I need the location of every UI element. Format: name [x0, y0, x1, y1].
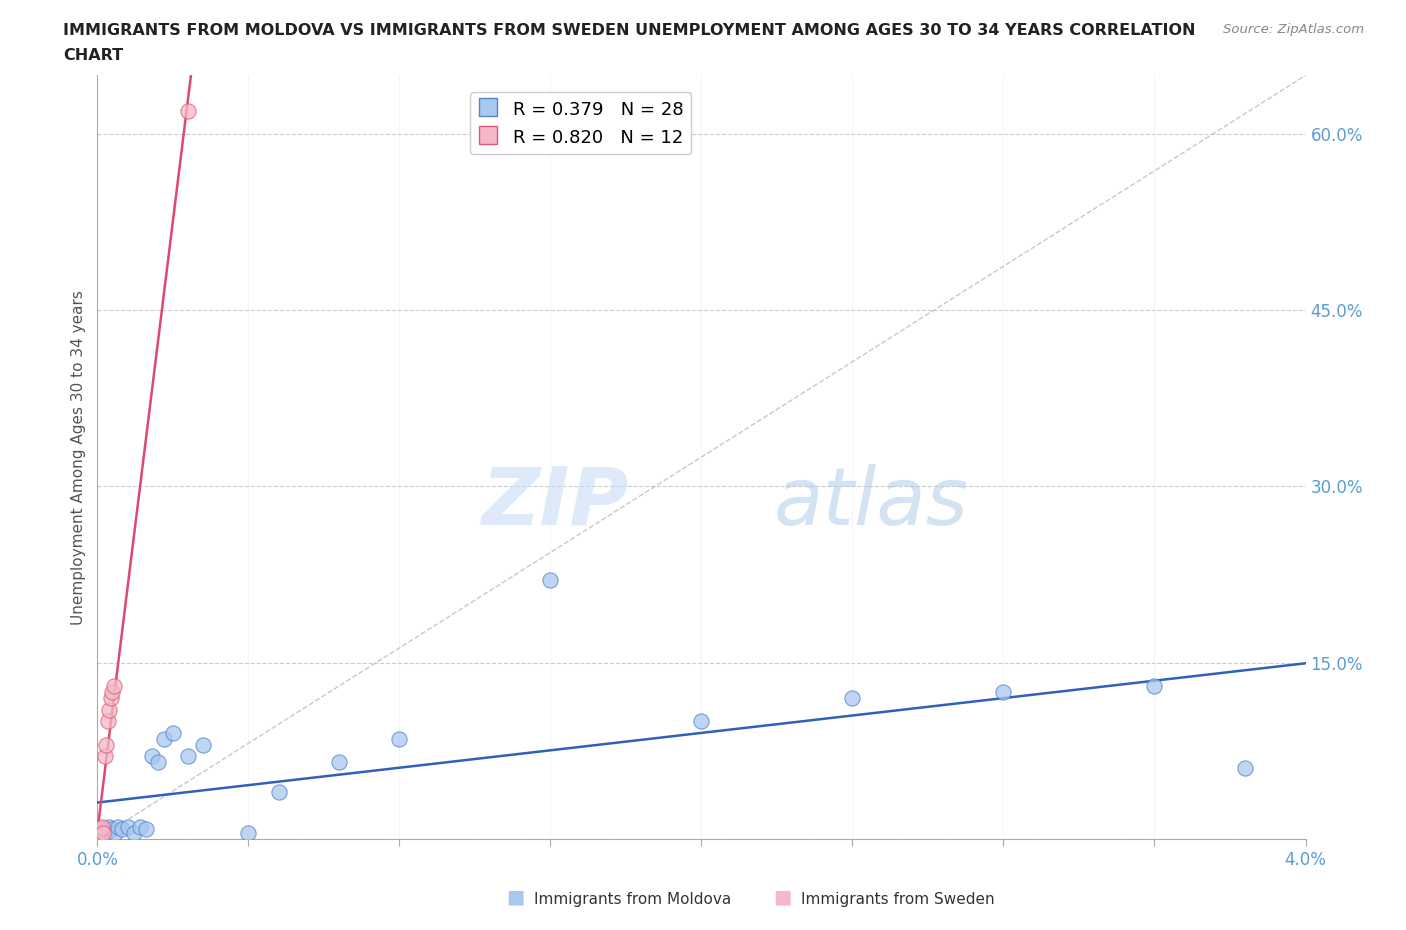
- Point: [97, 714, 120, 729]
- Text: Immigrants from Moldova: Immigrants from Moldova: [534, 892, 731, 907]
- Point: [117, 819, 139, 834]
- Point: [87, 826, 110, 841]
- Point: [122, 826, 145, 841]
- Point: [162, 725, 184, 740]
- Point: [90, 819, 112, 834]
- Point: [141, 749, 163, 764]
- Point: [107, 819, 129, 834]
- Y-axis label: Unemployment Among Ages 30 to 34 years: Unemployment Among Ages 30 to 34 years: [72, 289, 86, 625]
- Point: [103, 679, 125, 694]
- Point: [191, 737, 214, 752]
- Text: ZIP: ZIP: [482, 464, 628, 542]
- Point: [110, 822, 132, 837]
- Text: Immigrants from Sweden: Immigrants from Sweden: [801, 892, 995, 907]
- Point: [153, 732, 176, 747]
- Point: [238, 826, 260, 841]
- Text: IMMIGRANTS FROM MOLDOVA VS IMMIGRANTS FROM SWEDEN UNEMPLOYMENT AMONG AGES 30 TO : IMMIGRANTS FROM MOLDOVA VS IMMIGRANTS FR…: [63, 23, 1195, 38]
- Point: [538, 573, 561, 588]
- Point: [993, 684, 1015, 699]
- Legend: R = 0.379   N = 28, R = 0.820   N = 12: R = 0.379 N = 28, R = 0.820 N = 12: [470, 92, 692, 154]
- Point: [146, 755, 169, 770]
- Point: [177, 749, 200, 764]
- Point: [128, 819, 150, 834]
- Point: [104, 826, 127, 841]
- Point: [98, 819, 121, 834]
- Point: [101, 684, 124, 699]
- Point: [1143, 679, 1166, 694]
- Text: ■: ■: [773, 888, 792, 907]
- Point: [135, 822, 157, 837]
- Point: [96, 737, 118, 752]
- Point: [690, 714, 713, 729]
- Point: [94, 749, 117, 764]
- Point: [328, 755, 350, 770]
- Text: Source: ZipAtlas.com: Source: ZipAtlas.com: [1223, 23, 1364, 36]
- Point: [100, 690, 122, 705]
- Point: [96, 826, 118, 841]
- Point: [1234, 761, 1257, 776]
- Text: ■: ■: [506, 888, 524, 907]
- Point: [101, 822, 124, 837]
- Point: [177, 103, 200, 118]
- Point: [267, 784, 290, 799]
- Point: [98, 702, 121, 717]
- Point: [93, 822, 115, 837]
- Point: [89, 822, 111, 837]
- Point: [93, 826, 115, 841]
- Text: atlas: atlas: [773, 464, 969, 542]
- Point: [89, 826, 111, 841]
- Point: [841, 690, 863, 705]
- Point: [388, 732, 411, 747]
- Text: CHART: CHART: [63, 48, 124, 63]
